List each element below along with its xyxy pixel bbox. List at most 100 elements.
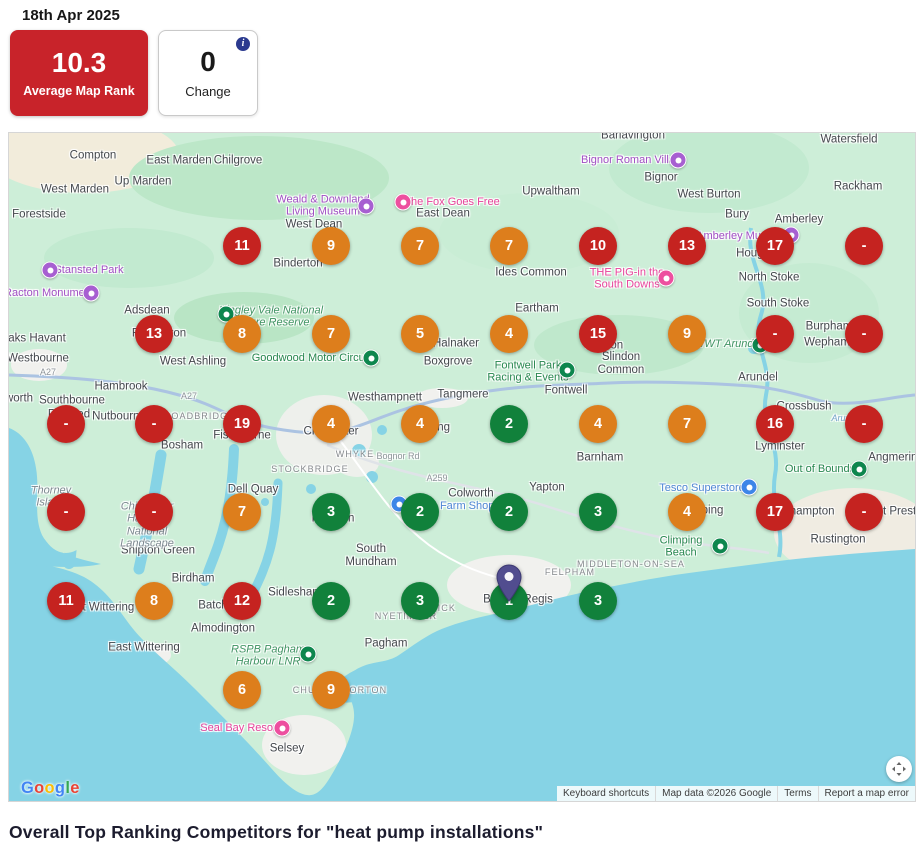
- rank-marker[interactable]: 13: [668, 227, 706, 265]
- rank-marker[interactable]: 3: [312, 493, 350, 531]
- rank-marker[interactable]: 7: [668, 405, 706, 443]
- map-label: FELPHAM: [544, 566, 596, 577]
- terms-link[interactable]: Terms: [777, 786, 817, 801]
- map-label: West Ashling: [159, 355, 227, 368]
- business-location-pin[interactable]: [496, 564, 522, 602]
- google-logo-letter: g: [54, 779, 66, 797]
- rank-marker[interactable]: 9: [312, 671, 350, 709]
- racton-monument-icon[interactable]: [82, 284, 100, 302]
- rspb-pagham-icon[interactable]: [299, 645, 317, 663]
- rank-marker[interactable]: -: [47, 405, 85, 443]
- rank-marker[interactable]: 7: [223, 493, 261, 531]
- map-label: NYETIMBER: [374, 610, 438, 621]
- map-label: Bury: [725, 208, 749, 221]
- rank-marker[interactable]: 12: [223, 582, 261, 620]
- rank-marker[interactable]: 7: [312, 315, 350, 353]
- map-label: Wepham: [804, 336, 850, 349]
- rank-marker[interactable]: -: [845, 493, 883, 531]
- map[interactable]: Compton East Marden Chilgrove Up Marden West…: [8, 132, 916, 802]
- rank-marker[interactable]: 4: [401, 405, 439, 443]
- weald-downland-museum-icon[interactable]: [357, 197, 375, 215]
- rank-marker[interactable]: 3: [401, 582, 439, 620]
- rank-marker[interactable]: 8: [135, 582, 173, 620]
- section-title: Overall Top Ranking Competitors for "hea…: [9, 822, 544, 842]
- info-icon[interactable]: i: [236, 37, 250, 51]
- rank-marker[interactable]: 9: [668, 315, 706, 353]
- rank-marker[interactable]: 10: [579, 227, 617, 265]
- pan-control-button[interactable]: [886, 756, 912, 782]
- out-of-bounds-icon[interactable]: [850, 460, 868, 478]
- rank-marker[interactable]: 4: [490, 315, 528, 353]
- stansted-park-icon[interactable]: [41, 261, 59, 279]
- climping-beach-icon[interactable]: [711, 537, 729, 555]
- rank-marker[interactable]: -: [756, 315, 794, 353]
- map-label: Bognor Rd: [376, 450, 420, 461]
- rank-marker[interactable]: 9: [312, 227, 350, 265]
- rank-marker[interactable]: 11: [47, 582, 85, 620]
- rank-marker[interactable]: 2: [490, 493, 528, 531]
- map-label: Slindon Common: [597, 351, 645, 376]
- rank-marker[interactable]: -: [845, 405, 883, 443]
- keyboard-shortcuts-link[interactable]: Keyboard shortcuts: [562, 788, 650, 799]
- rank-marker[interactable]: 19: [223, 405, 261, 443]
- map-label: Out of Bounds: [784, 462, 856, 475]
- rank-marker[interactable]: 7: [401, 227, 439, 265]
- map-label: West Marden: [40, 183, 110, 196]
- map-label: Adsdean: [124, 304, 170, 317]
- map-label: Compton: [69, 149, 117, 162]
- rank-marker[interactable]: 6: [223, 671, 261, 709]
- change-card: i 0 Change: [158, 30, 258, 116]
- rank-marker[interactable]: 2: [401, 493, 439, 531]
- rank-marker[interactable]: 17: [756, 227, 794, 265]
- map-label: Nutbourne: [92, 410, 146, 423]
- tesco-superstore-icon[interactable]: [740, 478, 758, 496]
- change-value: 0: [200, 46, 216, 78]
- rank-marker[interactable]: 8: [223, 315, 261, 353]
- map-label: A259: [426, 472, 448, 483]
- report-map-error-link[interactable]: Report a map error: [817, 786, 915, 801]
- rank-marker[interactable]: 2: [490, 405, 528, 443]
- map-label: Burpham: [805, 320, 853, 333]
- map-label: RSPB Pagham Harbour LNR: [231, 643, 305, 668]
- map-label: East Marden: [146, 154, 212, 167]
- map-label: aks Havant: [8, 332, 66, 345]
- rank-marker[interactable]: -: [135, 493, 173, 531]
- rank-marker[interactable]: 5: [401, 315, 439, 353]
- map-label: A27: [39, 366, 57, 377]
- goodwood-circuit-icon[interactable]: [362, 349, 380, 367]
- rank-marker[interactable]: 17: [756, 493, 794, 531]
- rank-marker[interactable]: -: [47, 493, 85, 531]
- google-logo-letter: G: [21, 779, 35, 797]
- map-label: Westbourne: [8, 352, 69, 365]
- rank-marker[interactable]: 4: [579, 405, 617, 443]
- rank-marker[interactable]: 7: [490, 227, 528, 265]
- rank-marker[interactable]: 13: [135, 315, 173, 353]
- rank-marker[interactable]: 4: [312, 405, 350, 443]
- the-pig-hotel-icon[interactable]: [657, 269, 675, 287]
- map-label: A27: [180, 390, 198, 401]
- rank-marker[interactable]: -: [845, 227, 883, 265]
- rank-marker[interactable]: 15: [579, 315, 617, 353]
- rank-marker[interactable]: 11: [223, 227, 261, 265]
- rank-marker[interactable]: 16: [756, 405, 794, 443]
- map-label: Pagham: [364, 637, 408, 650]
- map-data-copyright[interactable]: Map data ©2026 Google: [655, 786, 777, 801]
- rank-marker[interactable]: 3: [579, 493, 617, 531]
- stat-cards: 10.3 Average Map Rank i 0 Change: [10, 30, 258, 116]
- map-label: Colworth: [448, 487, 494, 500]
- fox-goes-free-icon[interactable]: [394, 193, 412, 211]
- rank-marker[interactable]: 3: [579, 582, 617, 620]
- rank-marker[interactable]: 4: [668, 493, 706, 531]
- rank-marker[interactable]: -: [845, 315, 883, 353]
- bignor-roman-villa-icon[interactable]: [669, 151, 687, 169]
- map-attribution: Keyboard shortcuts Map data ©2026 Google T…: [556, 786, 915, 801]
- map-label: Angmering: [868, 451, 915, 464]
- google-logo[interactable]: Google: [21, 779, 80, 798]
- rank-marker[interactable]: -: [135, 405, 173, 443]
- fontwell-park-icon[interactable]: [558, 361, 576, 379]
- seal-bay-resort-icon[interactable]: [273, 719, 291, 737]
- map-label: Dell Quay: [227, 483, 279, 496]
- rank-marker[interactable]: 2: [312, 582, 350, 620]
- map-label: MIDDLETON-ON-SEA: [577, 558, 685, 569]
